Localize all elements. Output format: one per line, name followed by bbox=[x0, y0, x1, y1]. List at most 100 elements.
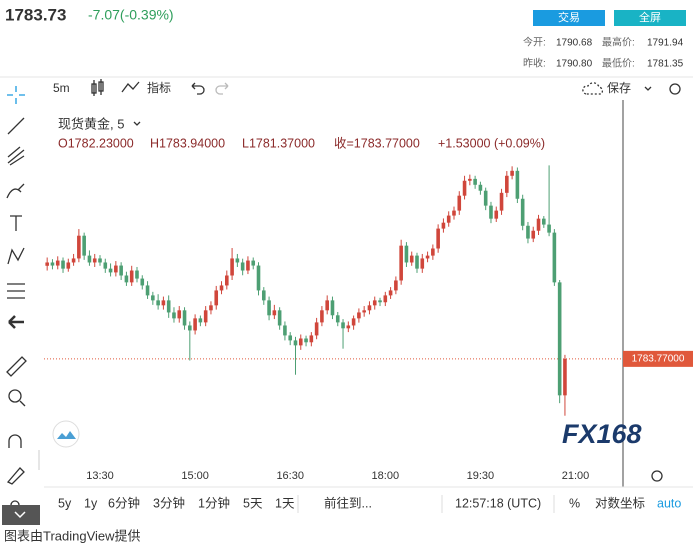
legend-item: 收=1783.77000 bbox=[334, 136, 420, 150]
candle-body bbox=[531, 230, 536, 239]
candle-body bbox=[172, 312, 176, 319]
candle-body bbox=[335, 315, 340, 323]
stat-label: 昨收: bbox=[523, 57, 546, 70]
collapse-icon bbox=[14, 511, 26, 519]
redo bbox=[215, 82, 229, 95]
indicators[interactable]: 指标 bbox=[147, 80, 171, 95]
text-tool[interactable] bbox=[10, 215, 22, 231]
cloud-icon[interactable] bbox=[582, 82, 604, 95]
candle-body bbox=[277, 310, 282, 326]
stat-value: 1791.94 bbox=[647, 38, 684, 49]
footer: 图表由TradingView提供 bbox=[4, 528, 141, 543]
bottom-item[interactable]: 12:57:18 (UTC) bbox=[455, 496, 541, 510]
candle-icon[interactable] bbox=[91, 79, 104, 96]
stat-value: 1790.68 bbox=[556, 38, 593, 49]
candle-body bbox=[367, 305, 372, 311]
indicator-icon[interactable] bbox=[121, 81, 140, 93]
legend-item: L1781.37000 bbox=[242, 136, 315, 150]
brush-tool[interactable] bbox=[6, 183, 25, 199]
trade-button[interactable] bbox=[533, 10, 605, 26]
candle-body bbox=[457, 195, 462, 211]
candle-body bbox=[542, 218, 546, 225]
candle-body bbox=[114, 265, 118, 273]
candle-body bbox=[103, 262, 108, 269]
fib-tool[interactable] bbox=[7, 146, 25, 166]
undo[interactable] bbox=[191, 82, 205, 95]
x-tick-label: 16:30 bbox=[276, 470, 304, 482]
candle-body bbox=[87, 255, 92, 263]
candle-body bbox=[314, 322, 319, 336]
candle-body bbox=[362, 310, 366, 313]
candle-body bbox=[320, 310, 324, 323]
candle-body bbox=[161, 300, 166, 306]
bottom-item[interactable]: 3分钟 bbox=[153, 495, 185, 510]
bottom-item[interactable]: 前往到... bbox=[324, 495, 372, 510]
axis-settings[interactable] bbox=[651, 470, 663, 482]
candle-body bbox=[563, 358, 567, 396]
bottom-item[interactable]: 1分钟 bbox=[198, 495, 230, 510]
candle-body bbox=[357, 312, 361, 319]
interval[interactable]: 5m bbox=[53, 81, 70, 95]
candle-body bbox=[135, 270, 139, 279]
line-tool[interactable] bbox=[7, 117, 25, 135]
tv-logo-mark bbox=[57, 431, 76, 439]
symbol-menu[interactable] bbox=[133, 121, 141, 126]
candle-body bbox=[404, 245, 409, 263]
stat-value: 1781.35 bbox=[647, 59, 684, 70]
pattern-tool[interactable] bbox=[7, 247, 25, 265]
candle-body bbox=[119, 265, 123, 276]
bottom-item[interactable]: 1天 bbox=[275, 496, 295, 510]
save[interactable]: 保存 bbox=[607, 81, 631, 95]
candle-body bbox=[351, 318, 356, 326]
candle-body bbox=[188, 325, 192, 331]
candle-body bbox=[415, 255, 419, 269]
candle-body bbox=[557, 282, 562, 396]
crosshair-tool[interactable] bbox=[7, 86, 25, 104]
candle-body bbox=[536, 218, 541, 231]
candle-body bbox=[436, 228, 440, 249]
candle-body bbox=[483, 190, 488, 206]
candle-body bbox=[520, 198, 525, 226]
bottom-item[interactable]: auto bbox=[657, 496, 681, 510]
save-menu[interactable] bbox=[644, 86, 652, 91]
stat-label: 今开: bbox=[523, 36, 546, 49]
left-toolbar bbox=[6, 86, 27, 510]
bottom-item[interactable]: % bbox=[569, 496, 580, 510]
candle-body bbox=[71, 258, 76, 263]
candle-body bbox=[50, 262, 55, 266]
measure-lines[interactable] bbox=[7, 283, 25, 299]
candle-body bbox=[283, 325, 287, 336]
candle-body bbox=[341, 322, 345, 329]
candle-body bbox=[510, 170, 514, 176]
candle-body bbox=[261, 290, 266, 301]
candle-body bbox=[388, 290, 393, 296]
ruler-tool[interactable] bbox=[6, 356, 27, 377]
price: 1783.73 bbox=[5, 5, 66, 24]
bottom-item[interactable]: 1y bbox=[84, 496, 98, 510]
bottom-item[interactable]: 5天 bbox=[243, 496, 263, 510]
candle-body bbox=[309, 335, 314, 343]
candle-body bbox=[267, 300, 271, 316]
bottom-item[interactable]: 对数坐标 bbox=[595, 495, 645, 510]
candle-body bbox=[499, 192, 504, 211]
fullscreen-button[interactable] bbox=[614, 10, 686, 26]
settings-icon[interactable] bbox=[669, 83, 681, 95]
candle-body bbox=[82, 235, 86, 256]
candle-body bbox=[409, 255, 414, 263]
candle-body bbox=[394, 280, 398, 291]
lock-draw-tool[interactable] bbox=[6, 467, 25, 485]
stat-label: 最高价: bbox=[602, 36, 635, 49]
candle-body bbox=[240, 262, 245, 271]
candle-body bbox=[272, 310, 277, 316]
magnet-tool[interactable] bbox=[8, 434, 22, 448]
candle-body bbox=[452, 210, 456, 216]
bottom-item[interactable]: 6分钟 bbox=[108, 495, 140, 510]
candle-body bbox=[129, 270, 134, 283]
trade-label: 交易 bbox=[558, 10, 580, 24]
candle-body bbox=[478, 184, 483, 191]
back-tool[interactable] bbox=[8, 315, 24, 329]
stat-value: 1790.80 bbox=[556, 59, 593, 70]
zoom-tool[interactable] bbox=[8, 389, 22, 403]
candle-body bbox=[209, 305, 213, 311]
bottom-item[interactable]: 5y bbox=[58, 496, 72, 510]
